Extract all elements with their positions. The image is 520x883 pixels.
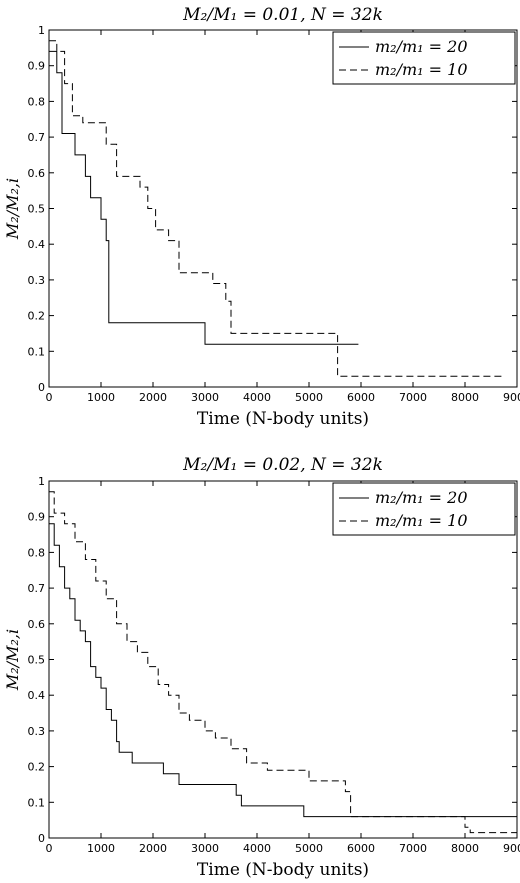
x-tick-label: 1000 (87, 391, 115, 404)
y-tick-label: 0.8 (28, 95, 46, 108)
x-tick-label: 4000 (243, 842, 271, 855)
x-tick-label: 2000 (139, 842, 167, 855)
y-tick-label: 1 (38, 475, 45, 488)
x-tick-label: 1000 (87, 842, 115, 855)
legend-label-1: m₂/m₁ = 20 (375, 488, 468, 507)
y-tick-label: 0.5 (28, 203, 46, 216)
chart-title: M₂/M₁ = 0.02, N = 32k (182, 455, 383, 475)
y-tick-label: 0.5 (28, 654, 46, 667)
x-tick-label: 8000 (451, 842, 479, 855)
y-tick-label: 0 (38, 381, 45, 394)
x-tick-label: 5000 (295, 842, 323, 855)
y-tick-label: 0.1 (28, 796, 46, 809)
y-tick-label: 0.9 (28, 60, 46, 73)
legend-label-1: m₂/m₁ = 20 (375, 37, 468, 56)
series-line-2 (49, 491, 517, 834)
x-tick-label: 6000 (347, 842, 375, 855)
y-tick-label: 0.3 (28, 274, 46, 287)
y-tick-label: 0.4 (28, 689, 46, 702)
x-tick-label: 2000 (139, 391, 167, 404)
x-axis-label: Time (N-body units) (197, 860, 369, 880)
y-tick-label: 0.6 (28, 618, 46, 631)
legend: m₂/m₁ = 20 m₂/m₁ = 10 (332, 31, 516, 85)
x-tick-label: 7000 (399, 391, 427, 404)
x-tick-label: 0 (46, 842, 53, 855)
y-tick-label: 0 (38, 832, 45, 845)
legend: m₂/m₁ = 20 m₂/m₁ = 10 (332, 482, 516, 536)
x-tick-label: 0 (46, 391, 53, 404)
legend-label-2: m₂/m₁ = 10 (375, 511, 468, 530)
y-tick-label: 0.8 (28, 546, 46, 559)
chart-2: M₂/M₁ = 0.02, N = 32k 0 1000 2000 3000 4000 50… (3, 455, 520, 880)
series-line-1 (49, 523, 517, 818)
x-axis-label: Time (N-body units) (197, 409, 369, 429)
chart-1: M₂/M₁ = 0.01, N = 32k 0 1000 2000 3000 4000 50… (3, 5, 520, 429)
y-tick-label: 0.6 (28, 167, 46, 180)
y-tick-label: 0.9 (28, 511, 46, 524)
series-line-2 (49, 40, 502, 377)
x-tick-label: 5000 (295, 391, 323, 404)
x-tick-label: 4000 (243, 391, 271, 404)
y-axis-label: M₂/M₂,i (3, 178, 22, 240)
y-tick-label: 0.2 (28, 310, 46, 323)
x-tick-label: 7000 (399, 842, 427, 855)
y-tick-label: 0.4 (28, 238, 46, 251)
chart-title: M₂/M₁ = 0.01, N = 32k (182, 5, 383, 25)
series-line-1 (49, 50, 359, 345)
x-tick-label: 6000 (347, 391, 375, 404)
y-tick-label: 0.3 (28, 725, 46, 738)
x-tick-label: 8000 (451, 391, 479, 404)
legend-label-2: m₂/m₁ = 10 (375, 60, 468, 79)
y-tick-label: 0.7 (28, 131, 46, 144)
x-tick-label: 3000 (191, 842, 219, 855)
y-tick-label: 1 (38, 24, 45, 37)
y-axis-label: M₂/M₂,i (3, 629, 22, 691)
legend-box (332, 31, 516, 85)
legend-box (332, 482, 516, 536)
x-tick-label: 3000 (191, 391, 219, 404)
y-tick-label: 0.1 (28, 345, 46, 358)
y-tick-label: 0.7 (28, 582, 46, 595)
y-tick-label: 0.2 (28, 761, 46, 774)
